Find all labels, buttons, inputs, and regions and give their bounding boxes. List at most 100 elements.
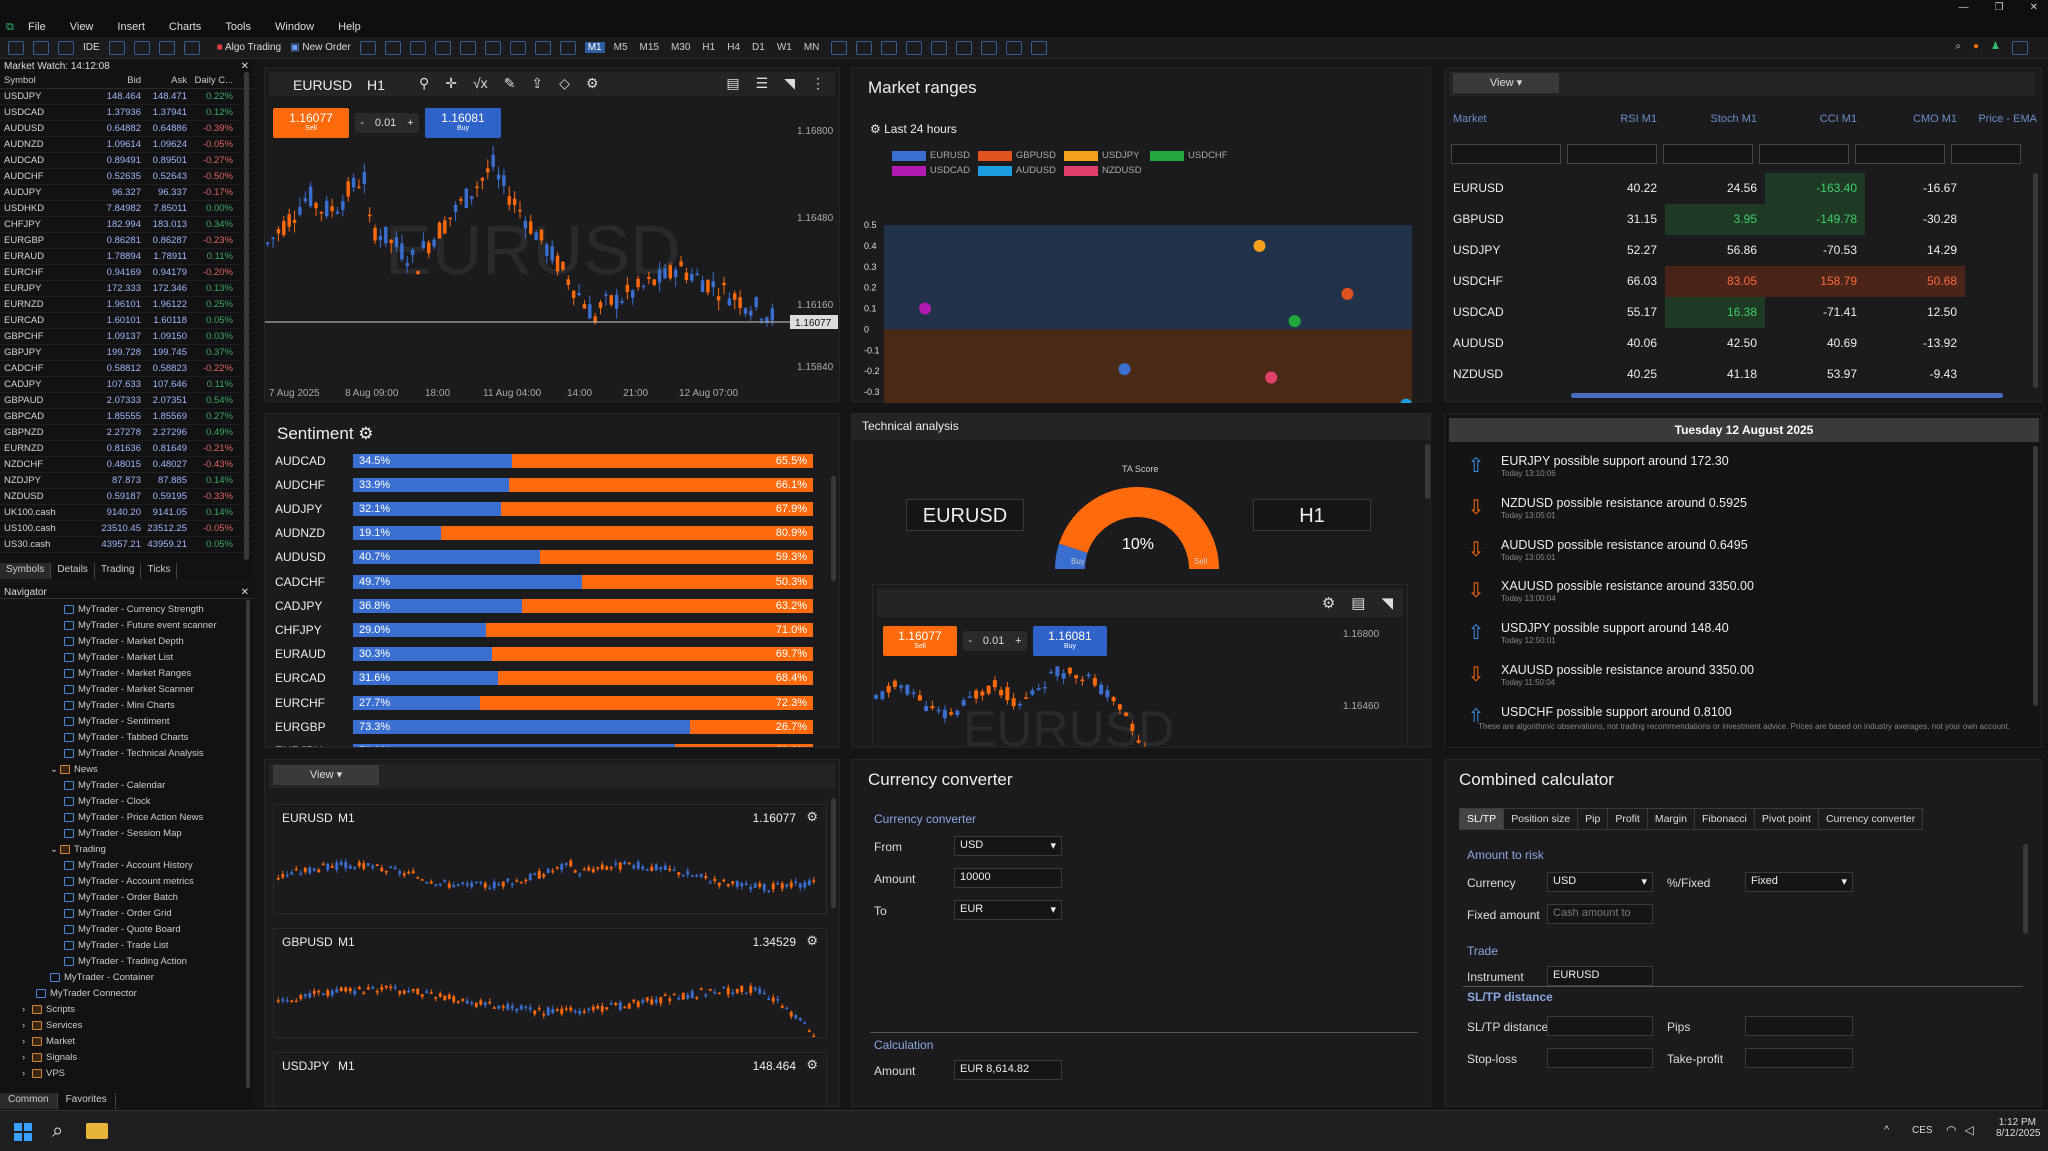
filter-input[interactable] xyxy=(1951,144,2021,164)
clock-time[interactable]: 1:12 PM xyxy=(1998,1117,2036,1128)
menu-help[interactable]: Help xyxy=(338,21,361,33)
trendline-icon[interactable] xyxy=(931,40,948,55)
keyboard-icon[interactable]: ▤ xyxy=(1351,595,1366,612)
tab-trading[interactable]: Trading xyxy=(95,563,142,579)
timeframe-m30[interactable]: M30 xyxy=(670,42,691,53)
market-watch-row[interactable]: GBPNZD 2.27278 2.27296 0.49% xyxy=(0,425,253,441)
close-icon[interactable]: ✕ xyxy=(2029,2,2038,13)
navigator-item[interactable]: MyTrader - Technical Analysis xyxy=(0,745,253,761)
percent-fixed-select[interactable]: Fixed ▾ xyxy=(1745,872,1853,892)
navigator-item[interactable]: MyTrader - Order Batch xyxy=(0,889,253,905)
navigator-item[interactable]: MyTrader - Market Ranges xyxy=(0,665,253,681)
navigator-scrollbar[interactable] xyxy=(246,600,250,1088)
market-watch-row[interactable]: EURCAD 1.60101 1.60118 0.05% xyxy=(0,313,253,329)
navigator-item[interactable]: MyTrader - Calendar xyxy=(0,777,253,793)
market-watch-row[interactable]: NZDJPY 87.873 87.885 0.14% xyxy=(0,473,253,489)
volume-icon[interactable]: ◁ xyxy=(1964,1123,1974,1137)
language-indicator[interactable]: CES xyxy=(1912,1125,1933,1136)
to-currency-select[interactable]: EUR ▾ xyxy=(954,900,1062,920)
navigator-item[interactable]: › Signals xyxy=(0,1049,253,1065)
filter-input[interactable] xyxy=(1567,144,1657,164)
menu-tools[interactable]: Tools xyxy=(225,21,251,33)
crosshair-icon[interactable]: ✛ xyxy=(445,75,457,91)
navigator-item[interactable]: › VPS xyxy=(0,1065,253,1081)
mini-chart-usdjpy[interactable]: USDJPY M1 148.464 ⚙ xyxy=(273,1052,827,1106)
share-icon[interactable]: ⇪ xyxy=(531,75,544,91)
chart-shift-icon[interactable] xyxy=(534,40,551,55)
bar-chart-icon[interactable] xyxy=(359,40,376,55)
col-symbol[interactable]: Symbol xyxy=(4,75,36,86)
market-watch-row[interactable]: USDCAD 1.37936 1.37941 0.12% xyxy=(0,105,253,121)
expand-chevron-icon[interactable]: › xyxy=(22,1035,26,1047)
calc-tab-position-size[interactable]: Position size xyxy=(1503,808,1578,830)
more-icon[interactable]: ⋮ xyxy=(811,75,825,91)
settings-icon[interactable]: ⚙ xyxy=(806,1057,818,1072)
scatter-point-usdjpy[interactable] xyxy=(1253,239,1266,252)
view-dropdown[interactable]: View ▾ xyxy=(1453,73,1559,93)
stop-loss-input[interactable] xyxy=(1547,1048,1653,1068)
menu-file[interactable]: File xyxy=(28,21,46,33)
market-watch-row[interactable]: CADCHF 0.58812 0.58823 -0.22% xyxy=(0,361,253,377)
col-rsi-m1[interactable]: RSI M1 xyxy=(1620,113,1657,125)
cursor-icon[interactable] xyxy=(831,40,848,55)
navigator-item[interactable]: MyTrader - Price Action News xyxy=(0,809,253,825)
amount-input[interactable]: 10000 xyxy=(954,868,1062,888)
market-watch-row[interactable]: UK100.cash 9140.20 9141.05 0.14% xyxy=(0,505,253,521)
settings-icon[interactable]: ⚙ xyxy=(1321,595,1336,612)
sentiment-row[interactable]: EURJPY 70.0% 30.0% xyxy=(275,742,813,747)
scatter-point-usdchf[interactable] xyxy=(1288,315,1301,328)
market-watch-row[interactable]: GBPJPY 199.728 199.745 0.37% xyxy=(0,345,253,361)
timeframe-d1[interactable]: D1 xyxy=(752,42,765,53)
navigator-item[interactable]: › Scripts xyxy=(0,1001,253,1017)
template-icon[interactable]: ◇ xyxy=(559,75,570,91)
sltp-distance-input[interactable] xyxy=(1547,1016,1653,1036)
settings-icon[interactable]: ⚙ xyxy=(806,933,818,948)
market-watch-row[interactable]: CHFJPY 182.994 183.013 0.34% xyxy=(0,217,253,233)
sentiment-row[interactable]: AUDCAD 34.5% 65.5% xyxy=(275,452,813,469)
navigator-item[interactable]: MyTrader - Mini Charts xyxy=(0,697,253,713)
market-watch-row[interactable]: USDJPY 148.464 148.471 0.22% xyxy=(0,89,253,105)
zoom-in-icon[interactable] xyxy=(434,40,451,55)
search-icon[interactable]: ⌕ xyxy=(1955,40,1961,52)
list-icon[interactable]: ☰ xyxy=(755,75,769,91)
navigator-item[interactable]: › Market xyxy=(0,1033,253,1049)
timeframe-m1[interactable]: M1 xyxy=(584,42,605,53)
scatter-point-gbpusd[interactable] xyxy=(1341,287,1354,300)
tray-chevron-icon[interactable]: ^ xyxy=(1884,1124,1890,1136)
market-watch-row[interactable]: AUDCAD 0.89491 0.89501 -0.27% xyxy=(0,153,253,169)
navigator-item[interactable]: MyTrader - Clock xyxy=(0,793,253,809)
market-watch-row[interactable]: US100.cash 23510.45 23512.25 -0.05% xyxy=(0,521,253,537)
col-price-ema[interactable]: Price - EMA xyxy=(1978,113,2037,125)
news-item[interactable]: ⇩ XAUUSD possible resistance around 3350.… xyxy=(1465,579,1754,619)
navigator-item[interactable]: MyTrader - Container xyxy=(0,969,253,985)
shapes-icon[interactable] xyxy=(1031,40,1048,55)
sentiment-row[interactable]: EURCHF 27.7% 72.3% xyxy=(275,694,813,711)
navigator-item[interactable]: MyTrader - Quote Board xyxy=(0,921,253,937)
calc-currency-select[interactable]: USD ▾ xyxy=(1547,872,1653,892)
indicator-row[interactable]: GBPUSD 31.15 3.95 -149.78 -30.28 xyxy=(1445,204,2035,235)
calc-tab-pip[interactable]: Pip xyxy=(1577,808,1608,830)
notifications-icon[interactable]: ● xyxy=(1972,40,1980,52)
market-watch-scrollbar[interactable] xyxy=(244,72,249,560)
market-watch-row[interactable]: EURNZD 1.96101 1.96122 0.25% xyxy=(0,297,253,313)
scatter-point-nzdusd[interactable] xyxy=(1265,371,1278,384)
market-watch-row[interactable]: GBPCHF 1.09137 1.09150 0.03% xyxy=(0,329,253,345)
chart-timeframe[interactable]: H1 xyxy=(367,77,385,93)
navigator-item[interactable]: MyTrader - Order Grid xyxy=(0,905,253,921)
sell-button[interactable]: 1.16077 Sell xyxy=(273,108,349,138)
market-watch-row[interactable]: AUDCHF 0.52635 0.52643 -0.50% xyxy=(0,169,253,185)
take-profit-input[interactable] xyxy=(1745,1048,1853,1068)
indicators-h-scrollbar[interactable] xyxy=(1571,393,2003,398)
vps-icon[interactable] xyxy=(183,40,200,55)
settings-icon[interactable]: ⚙ xyxy=(806,809,818,824)
settings-icon[interactable]: ⚙ xyxy=(585,75,599,91)
timeframe-h4[interactable]: H4 xyxy=(727,42,741,53)
keyboard-icon[interactable]: ▤ xyxy=(726,75,740,91)
market-watch-row[interactable]: US30.cash 43957.21 43959.21 0.05% xyxy=(0,537,253,553)
sentiment-row[interactable]: EURCAD 31.6% 68.4% xyxy=(275,670,813,687)
search-icon[interactable]: ⌕ xyxy=(52,1120,64,1142)
expand-chevron-icon[interactable]: › xyxy=(22,1019,26,1031)
calc-tab-fibonacci[interactable]: Fibonacci xyxy=(1693,808,1754,830)
indicators-icon[interactable] xyxy=(559,40,576,55)
navigator-item[interactable]: MyTrader - Trade List xyxy=(0,937,253,953)
